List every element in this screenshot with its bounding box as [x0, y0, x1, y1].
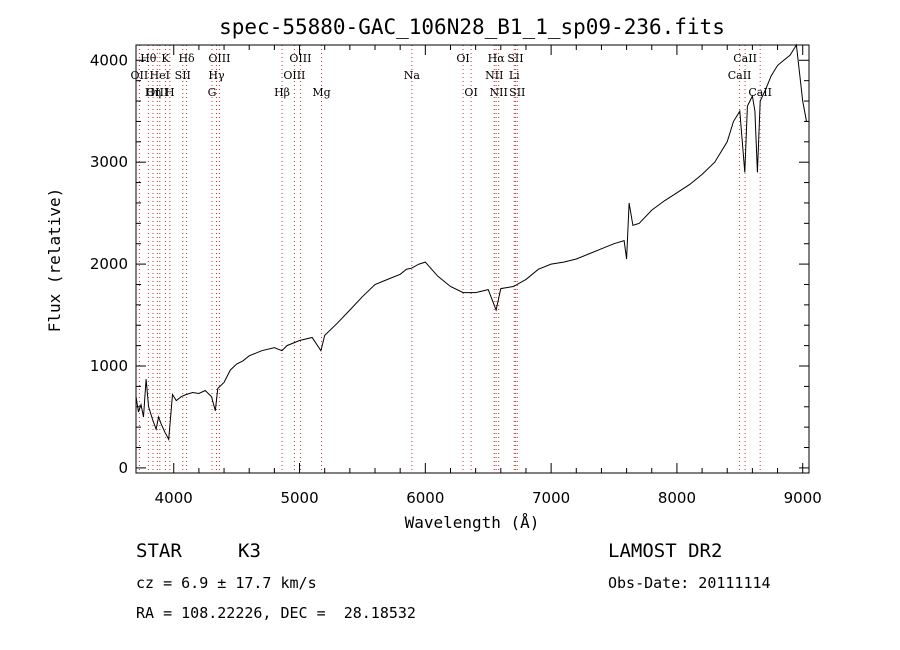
object-subclass: K3: [238, 540, 261, 562]
y-axis-ticks: 0 1000 2000 3000 4000: [90, 51, 809, 477]
spectral-line-label: OI: [464, 86, 477, 99]
spectrum-line: [135, 43, 807, 442]
coordinates: RA = 108.22226, DEC = 28.18532: [136, 604, 416, 622]
spectral-line-label: SII: [509, 86, 525, 99]
spectral-line-label: OI: [456, 52, 469, 65]
spectral-line-label: G: [208, 86, 217, 99]
spectral-line-label: Hα: [488, 52, 506, 65]
spectral-line-label: Hθ: [140, 52, 157, 65]
observation-date: Obs-Date: 20111114: [608, 574, 771, 592]
plot-frame: [135, 44, 810, 474]
x-tick-label: 5000: [280, 489, 318, 507]
spectral-line-label: OIII: [289, 52, 311, 65]
y-tick-label: 2000: [90, 255, 128, 273]
y-axis-label: Flux (relative): [45, 188, 64, 333]
spectral-line-label: Mg: [312, 86, 330, 99]
spectral-line-label: Hβ: [274, 86, 290, 99]
survey-name: LAMOST DR2: [608, 540, 723, 562]
spectral-line-label: Na: [404, 69, 421, 82]
spectral-line-label: Li: [509, 69, 520, 82]
spectral-line-label: CaII: [733, 52, 757, 65]
spectral-line-label: SII: [507, 52, 523, 65]
spectral-line-markers: [138, 45, 761, 473]
x-tick-label: 6000: [406, 489, 444, 507]
spectral-line-label: Hγ: [208, 69, 225, 82]
x-tick-label: 9000: [784, 489, 822, 507]
spectral-line-label: SII: [175, 69, 191, 82]
spectral-line-label: NII: [485, 69, 503, 82]
spectral-line-label: OIII: [208, 52, 230, 65]
spectral-line-label: K: [161, 52, 170, 65]
x-axis-ticks: 4000 5000 6000 7000 8000 9000: [155, 45, 822, 507]
spectral-line-label: OIII: [283, 69, 305, 82]
y-tick-label: 4000: [90, 51, 128, 69]
spectral-line-label: OIII: [146, 86, 168, 99]
spectral-line-label: Hη: [145, 86, 161, 99]
chart-title: spec-55880-GAC_106N28_B1_1_sp09-236.fits: [219, 15, 725, 39]
spectral-line-label: OII: [131, 69, 149, 82]
spectral-line-label: NII: [490, 86, 508, 99]
x-tick-label: 8000: [658, 489, 696, 507]
spectral-line-label: Hδ: [178, 52, 195, 65]
spectral-line-label: H: [165, 86, 175, 99]
y-tick-label: 1000: [90, 357, 128, 375]
spectral-line-label: CaII: [728, 69, 752, 82]
x-tick-label: 7000: [532, 489, 570, 507]
y-tick-label: 3000: [90, 153, 128, 171]
y-tick-label: 0: [118, 459, 128, 477]
x-axis-label: Wavelength (Å): [405, 513, 540, 532]
object-class: STAR: [136, 540, 182, 562]
x-tick-label: 4000: [155, 489, 193, 507]
spectral-line-label: HeI: [150, 69, 170, 82]
redshift-velocity: cz = 6.9 ± 17.7 km/s: [136, 574, 317, 592]
